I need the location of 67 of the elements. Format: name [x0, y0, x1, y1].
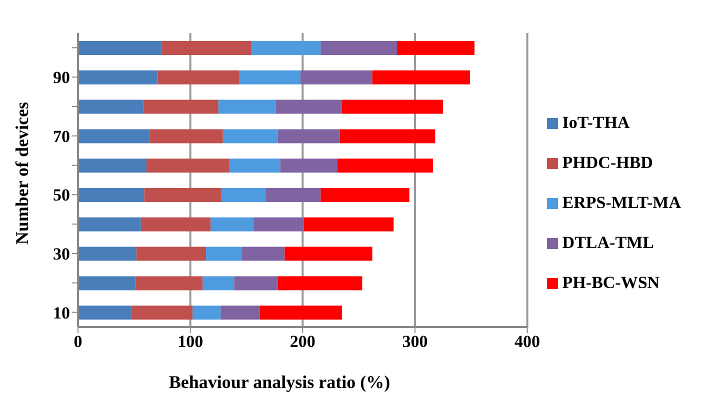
bar [150, 129, 223, 144]
bar [337, 158, 433, 173]
bar [253, 217, 304, 232]
bar [135, 276, 203, 290]
bar [397, 41, 475, 55]
x-tick-label: 100 [178, 332, 204, 352]
bar [78, 276, 136, 290]
bar [222, 188, 266, 202]
bar [78, 246, 136, 261]
bar [202, 276, 234, 290]
bar [234, 276, 278, 290]
x-tick-label: 300 [402, 332, 428, 352]
x-tick-label: 200 [290, 332, 316, 352]
bar [260, 306, 342, 320]
bar [340, 129, 436, 144]
bar [136, 246, 206, 261]
bar [78, 41, 162, 55]
bar [206, 246, 242, 261]
bar [266, 188, 321, 202]
bar [284, 246, 372, 261]
bar [372, 70, 470, 84]
y-axis-title: Number of devices [12, 102, 33, 244]
bar [278, 276, 362, 290]
bar [240, 70, 300, 84]
bar [210, 217, 254, 232]
bar [304, 217, 394, 232]
bar [222, 129, 278, 144]
bar [78, 306, 132, 320]
bar [320, 188, 410, 202]
bar [242, 246, 285, 261]
bar [161, 41, 251, 55]
bar [146, 158, 230, 173]
y-tick-label: 70 [53, 126, 70, 146]
x-tick-label: 400 [514, 332, 540, 352]
y-tick-label: 30 [53, 244, 70, 264]
legend-label: DTLA-TML [562, 232, 654, 252]
bar [143, 100, 218, 114]
bar [78, 70, 158, 84]
bar [220, 306, 260, 320]
bar [132, 306, 193, 320]
bar [78, 188, 144, 202]
bar [144, 188, 222, 202]
bar [278, 129, 340, 144]
bar [192, 306, 221, 320]
bar [300, 70, 372, 84]
legend-label: PHDC-HBD [562, 152, 653, 172]
bar [218, 100, 276, 114]
bar [320, 41, 397, 55]
legend-label: IoT-THA [562, 112, 630, 132]
y-tick-label: 50 [53, 186, 70, 205]
x-axis-title: Behaviour analysis ratio (%) [168, 372, 392, 393]
bar [158, 70, 240, 84]
legend-label: ERPS-MLT-MA [562, 192, 681, 212]
bar [78, 100, 144, 114]
bar [342, 100, 444, 114]
legend-label: PH-BC-WSN [562, 272, 660, 292]
bar [78, 217, 141, 232]
bar [276, 100, 342, 114]
bar [250, 41, 321, 55]
bar [78, 158, 147, 173]
y-tick-label: 90 [53, 68, 70, 88]
bar [78, 129, 150, 144]
bar [140, 217, 211, 232]
x-tick-label: 0 [74, 332, 82, 352]
bar [280, 158, 338, 173]
y-tick-label: 10 [53, 303, 70, 322]
bar [230, 158, 280, 173]
